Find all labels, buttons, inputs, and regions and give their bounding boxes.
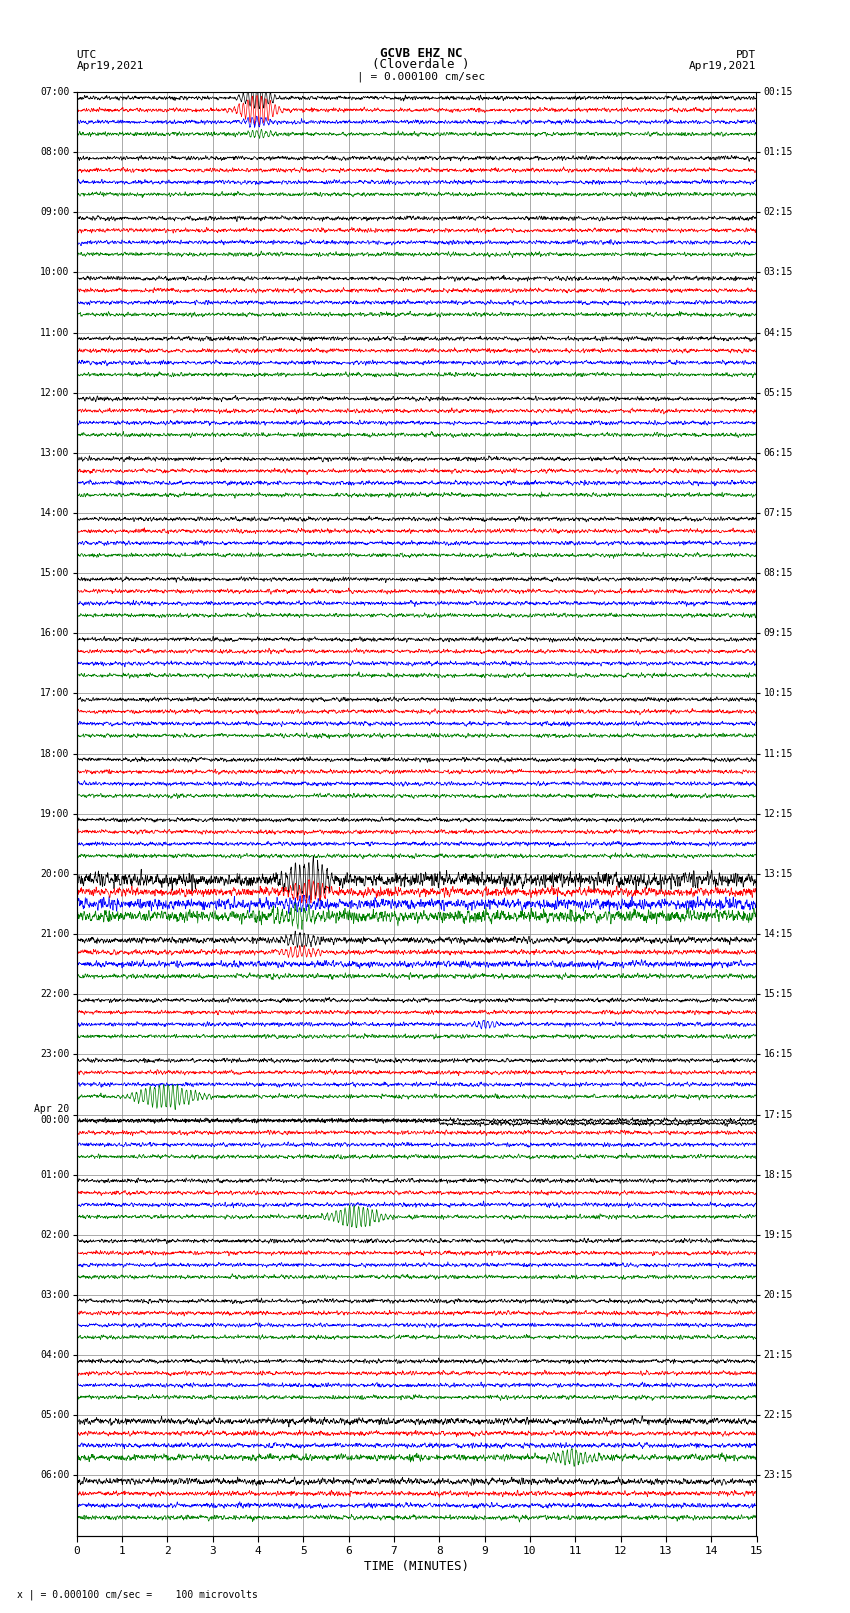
Text: PDT: PDT: [736, 50, 756, 60]
Text: (Cloverdale ): (Cloverdale ): [372, 58, 469, 71]
X-axis label: TIME (MINUTES): TIME (MINUTES): [364, 1560, 469, 1573]
Text: GCVB EHZ NC: GCVB EHZ NC: [379, 47, 462, 60]
Text: Apr19,2021: Apr19,2021: [689, 61, 756, 71]
Text: Apr19,2021: Apr19,2021: [76, 61, 144, 71]
Text: UTC: UTC: [76, 50, 97, 60]
Text: x | = 0.000100 cm/sec =    100 microvolts: x | = 0.000100 cm/sec = 100 microvolts: [17, 1589, 258, 1600]
Text: | = 0.000100 cm/sec: | = 0.000100 cm/sec: [357, 71, 484, 82]
